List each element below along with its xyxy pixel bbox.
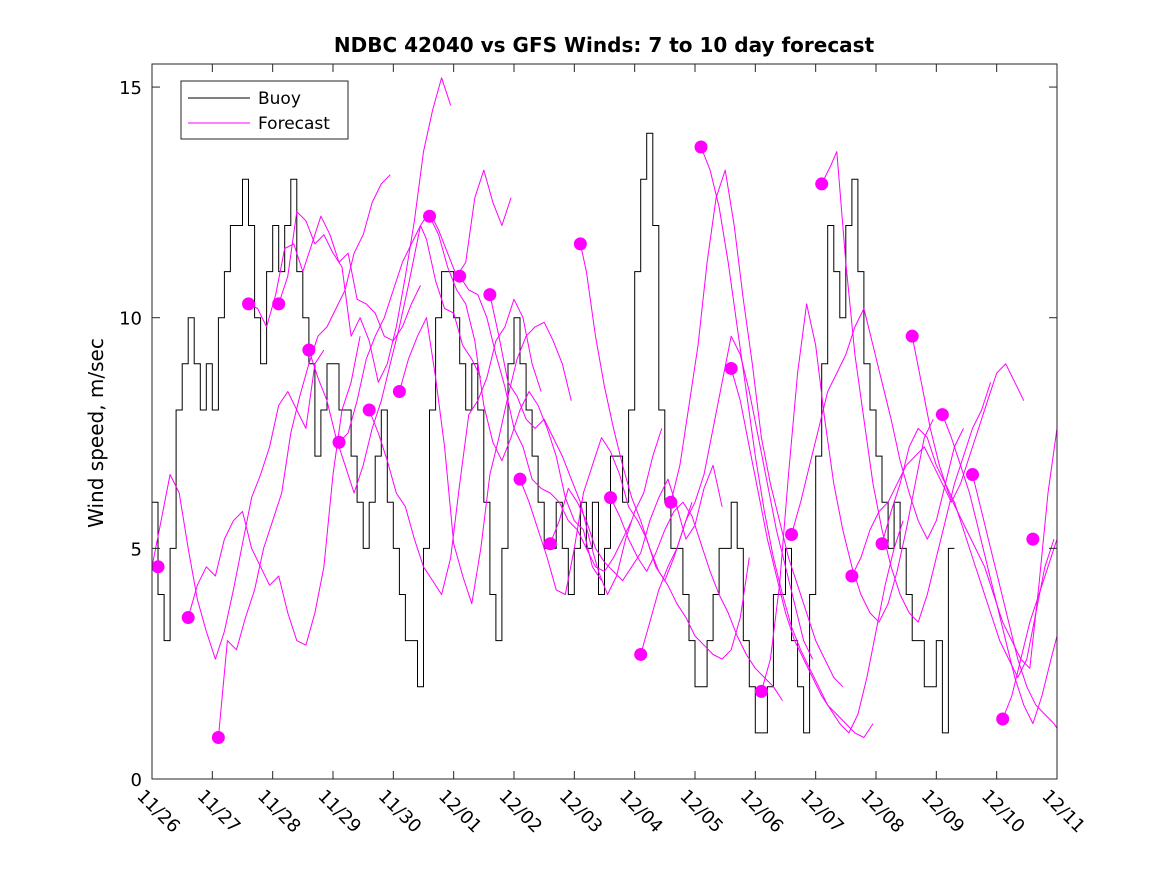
forecast-series <box>152 77 1057 738</box>
forecast-line <box>791 308 964 540</box>
forecast-line <box>760 303 934 692</box>
forecast-marker <box>1026 532 1040 546</box>
forecast-marker <box>694 140 708 154</box>
forecast-marker <box>151 560 165 574</box>
forecast-marker <box>604 491 618 505</box>
forecast-line <box>941 414 1057 725</box>
forecast-line <box>730 368 904 734</box>
forecast-marker <box>543 537 557 551</box>
forecast-line <box>821 151 992 623</box>
forecast-line <box>640 335 814 660</box>
forecast-marker <box>332 435 346 449</box>
y-tick-label: 5 <box>131 539 142 560</box>
forecast-line <box>1002 538 1057 720</box>
forecast-marker <box>815 177 829 191</box>
legend-label-buoy: Buoy <box>258 89 301 109</box>
forecast-marker <box>845 569 859 583</box>
forecast-marker <box>392 385 406 399</box>
plot-background <box>152 64 1057 779</box>
forecast-line <box>881 427 1055 678</box>
forecast-marker <box>362 403 376 417</box>
forecast-marker <box>211 730 225 744</box>
forecast-line <box>700 146 874 738</box>
forecast-line <box>248 215 421 342</box>
y-tick-label: 0 <box>131 770 142 791</box>
forecast-line <box>398 317 572 605</box>
forecast-line <box>217 174 391 738</box>
forecast-marker <box>181 611 195 625</box>
forecast-marker <box>634 647 648 661</box>
forecast-line <box>972 474 1057 729</box>
y-tick-label: 10 <box>119 309 142 330</box>
chart-title: NDBC 42040 vs GFS Winds: 7 to 10 day for… <box>334 33 875 57</box>
forecast-line <box>549 464 723 582</box>
axes-box <box>151 63 1058 780</box>
forecast-line <box>851 363 1025 577</box>
y-axis-label: Wind speed, m/sec <box>84 338 108 528</box>
legend-box <box>180 80 349 140</box>
forecast-line <box>152 349 325 660</box>
forecast-marker <box>513 472 527 486</box>
forecast-line <box>610 497 783 701</box>
forecast-line <box>459 275 633 572</box>
forecast-marker <box>664 495 678 509</box>
forecast-line <box>278 77 452 383</box>
forecast-marker <box>242 297 256 311</box>
forecast-marker <box>996 712 1010 726</box>
forecast-marker <box>453 269 467 283</box>
y-tick-label: 15 <box>119 78 142 99</box>
forecast-line <box>429 215 602 581</box>
forecast-marker <box>785 528 799 542</box>
forecast-line <box>187 336 361 646</box>
forecast-marker <box>423 209 437 223</box>
forecast-line <box>368 298 542 595</box>
legend: Buoy Forecast <box>180 80 349 140</box>
forecast-marker <box>573 237 587 251</box>
forecast-marker <box>966 468 980 482</box>
plot-area: 11/26 11/27 11/28 11/29 11/30 12/01 12/02 12/03… <box>119 63 1089 837</box>
legend-label-forecast: Forecast <box>258 114 330 134</box>
forecast-line <box>911 336 1057 669</box>
y-axis-ticks: 0 5 10 15 <box>119 78 1057 791</box>
forecast-marker <box>724 361 738 375</box>
forecast-marker <box>483 288 497 302</box>
forecast-marker <box>754 684 768 698</box>
forecast-marker <box>875 537 889 551</box>
forecast-marker <box>935 408 949 422</box>
forecast-marker <box>272 297 286 311</box>
forecast-line <box>489 294 663 595</box>
forecast-markers <box>151 140 1040 744</box>
forecast-marker <box>302 343 316 357</box>
forecast-marker <box>905 329 919 343</box>
forecast-line <box>670 169 844 688</box>
